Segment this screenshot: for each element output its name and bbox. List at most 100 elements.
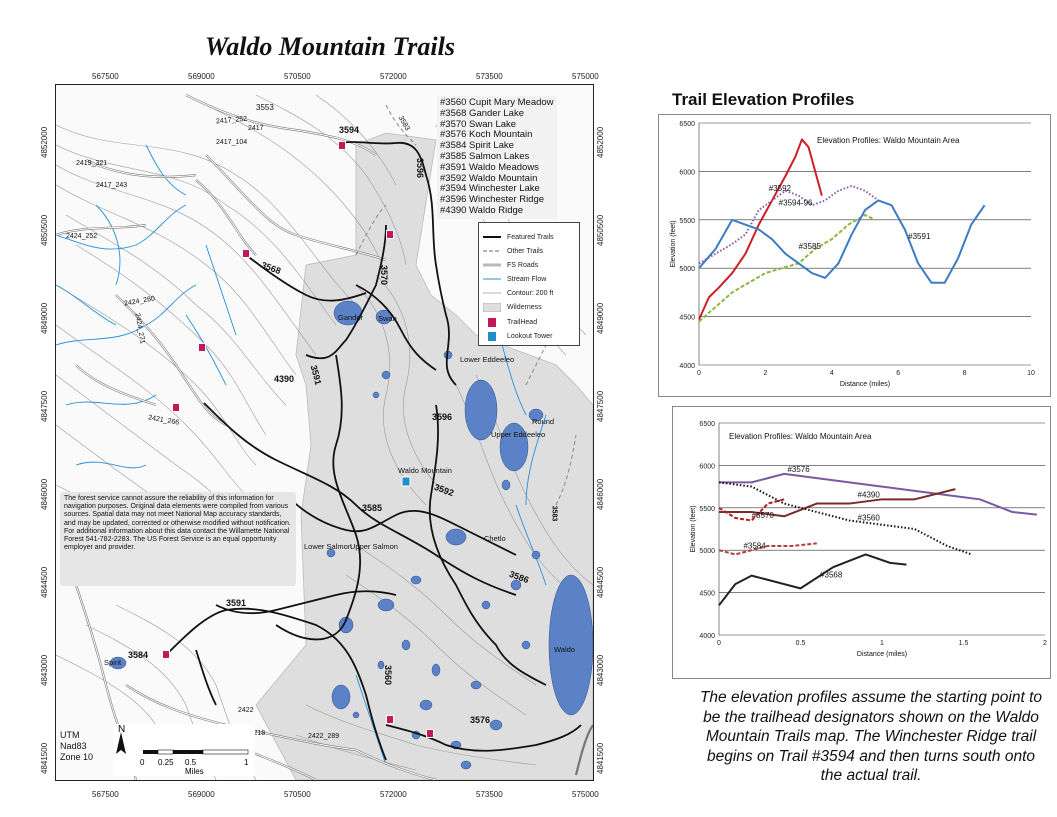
x-tick-label: 0.5	[796, 640, 806, 647]
trailhead-marker[interactable]	[172, 403, 180, 412]
road-label: 2424_252	[66, 233, 98, 240]
road-label: 2417_243	[96, 182, 128, 189]
utm-line: Nad83	[60, 741, 87, 751]
y-tick-label: 5500	[679, 218, 695, 225]
place-label: Swan	[378, 314, 397, 323]
place-label: Round	[532, 417, 555, 426]
trailhead-marker[interactable]	[338, 141, 346, 150]
road-label: 2422	[238, 707, 254, 714]
y-tick-label: 4500	[679, 315, 695, 322]
trailhead-marker[interactable]	[162, 650, 170, 659]
series-label: #3591	[908, 232, 931, 241]
trail-list-item: #3585 Salmon Lakes	[440, 150, 530, 162]
coordinate-tick: 569000	[188, 790, 215, 799]
legend-contour: Contour: 200 ft	[483, 288, 553, 298]
place-label: Lower Salmon	[304, 542, 352, 551]
trailhead-marker[interactable]	[386, 715, 394, 724]
trail-label: 3594	[339, 125, 360, 135]
coordinate-tick: 567500	[92, 790, 119, 799]
x-tick-label: 8	[963, 370, 967, 377]
coordinate-tick: 4844500	[40, 566, 49, 598]
trail-list-item: #3591 Waldo Meadows	[440, 161, 539, 173]
trailhead-marker[interactable]	[426, 729, 434, 738]
scale-label: 0.25	[158, 758, 174, 767]
trailhead-marker[interactable]	[198, 343, 206, 352]
series-line-3584	[718, 542, 817, 556]
wilderness-area	[255, 132, 593, 780]
place-label: Waldo Mountain	[398, 466, 452, 475]
x-tick-label: 6	[896, 370, 900, 377]
trail-list-item: #3568 Gander Lake	[440, 107, 524, 119]
lower-eddeeleo-lake	[464, 379, 498, 441]
coordinate-tick: 4841500	[596, 742, 605, 774]
trail-label: 3591	[226, 598, 247, 608]
coordinate-tick: 4841500	[40, 742, 49, 774]
series-line-3568	[718, 553, 907, 606]
series-line-3560	[718, 481, 972, 556]
waldo-lake	[548, 574, 593, 716]
swan-lake	[375, 309, 393, 325]
trail-list-item: #3592 Waldo Mountain	[440, 172, 538, 184]
y-tick-label: 6500	[699, 421, 715, 428]
x-tick-label: 10	[1027, 370, 1035, 377]
scale-bar: N 0 0.25 0.5 1 Miles	[113, 724, 255, 776]
round-lake	[528, 408, 544, 422]
coordinate-tick: 4849000	[40, 302, 49, 334]
series-label: #3560	[858, 514, 881, 523]
coordinate-tick: 4843000	[40, 654, 49, 686]
lookout-tower-marker	[401, 476, 411, 487]
legend-label: Lookout Tower	[507, 332, 553, 340]
coordinate-tick: 4844500	[596, 566, 605, 598]
place-label: Chetlo	[484, 534, 506, 543]
coordinate-tick: 4852000	[40, 126, 49, 158]
coordinate-tick: 567500	[92, 72, 119, 81]
legend-trailhead: TrailHead	[483, 317, 537, 327]
road-label: 2417	[248, 125, 264, 132]
y-tick-label: 6000	[699, 463, 715, 470]
legend-wilderness: Wilderness	[483, 302, 542, 312]
x-tick-label: 0	[697, 370, 701, 377]
series-label: #3568	[820, 570, 843, 579]
utm-info: UTM Nad83 Zone 10	[60, 730, 93, 763]
series-label: #3576	[787, 465, 810, 474]
utm-line: Zone 10	[60, 752, 94, 762]
map-canvas[interactable]: 3594 3596 3568 3570 4390 3591 3596 3592 …	[55, 84, 594, 781]
trailhead-marker[interactable]	[242, 249, 250, 258]
road-label: 2419_321	[76, 160, 108, 167]
coordinate-tick: 4846000	[40, 478, 49, 510]
trailhead-marker[interactable]	[386, 230, 394, 239]
trail-list-item: #3596 Winchester Ridge	[440, 194, 545, 206]
coordinate-tick: 573500	[476, 790, 503, 799]
coordinate-tick: 569000	[188, 72, 215, 81]
trail-list-item: #3594 Winchester Lake	[440, 183, 540, 195]
scale-label: 0	[140, 758, 145, 767]
chetlo-lake	[445, 528, 467, 546]
legend-lookout-tower: Lookout Tower	[483, 331, 552, 341]
legend-label: Featured Trails	[507, 233, 554, 241]
utm-line: UTM	[60, 730, 80, 740]
legend-stream-flow: Stream Flow	[483, 274, 546, 284]
trail-label: 3553	[256, 103, 274, 112]
trail-label: 3570	[379, 264, 390, 286]
y-tick-label: 6000	[679, 169, 695, 176]
series-line-3576	[719, 472, 1037, 516]
legend-label: FS Roads	[507, 261, 539, 269]
coordinate-tick: 4847500	[40, 390, 49, 422]
y-tick-label: 4000	[679, 363, 695, 370]
y-axis-label: Elevation (feet)	[670, 220, 677, 267]
x-tick-label: 4	[830, 370, 834, 377]
x-tick-label: 2	[1043, 640, 1047, 647]
chart-title: Elevation Profiles: Waldo Mountain Area	[729, 432, 872, 441]
series-label: #3584	[743, 542, 766, 551]
trail-label: 3583	[550, 505, 558, 522]
trail-label: 3576	[470, 715, 491, 725]
scale-unit: Miles	[185, 767, 204, 776]
trail-label: 3596	[432, 412, 453, 422]
place-label: Upper Eddeeleo	[491, 430, 546, 439]
y-tick-label: 5000	[679, 266, 695, 273]
coordinate-tick: 4850500	[40, 214, 49, 246]
trail-label: 3584	[128, 650, 149, 660]
series-line-4390	[719, 488, 956, 518]
place-label: Gander	[338, 313, 364, 322]
series-line-3570	[718, 498, 785, 522]
